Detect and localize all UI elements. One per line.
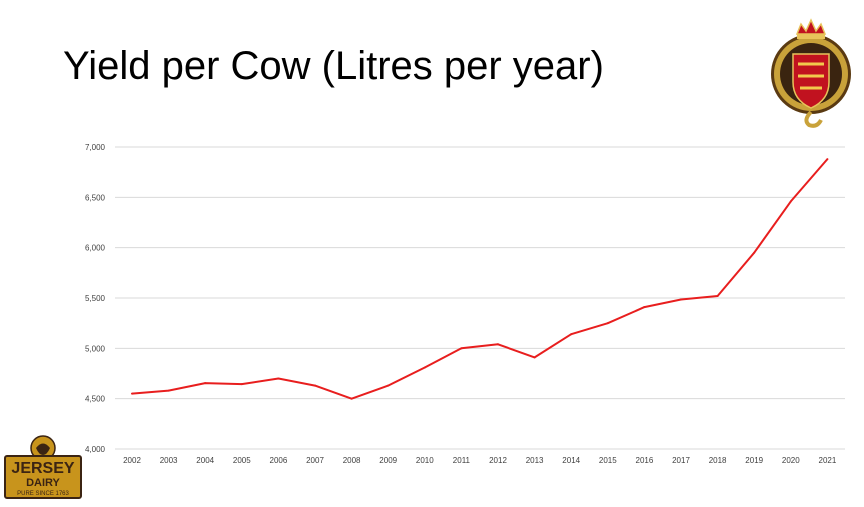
dairy-brand-text: JERSEY bbox=[11, 460, 74, 477]
x-tick-label: 2002 bbox=[123, 456, 141, 465]
y-tick-label: 6,000 bbox=[85, 244, 106, 253]
data-point bbox=[606, 322, 609, 325]
data-point bbox=[131, 392, 133, 395]
x-tick-label: 2017 bbox=[672, 456, 690, 465]
x-tick-label: 2014 bbox=[562, 456, 580, 465]
jersey-dairy-logo: JERSEY DAIRY PURE SINCE 1763 bbox=[3, 434, 83, 500]
data-point bbox=[204, 382, 207, 385]
x-tick-label: 2009 bbox=[379, 456, 397, 465]
y-tick-label: 6,500 bbox=[85, 193, 106, 202]
series-group bbox=[131, 158, 829, 400]
data-point bbox=[533, 356, 536, 359]
data-point bbox=[753, 251, 756, 254]
data-point bbox=[387, 384, 390, 387]
x-tick-label: 2005 bbox=[233, 456, 251, 465]
data-point bbox=[680, 298, 682, 301]
x-tick-label: 2013 bbox=[526, 456, 544, 465]
states-crest-logo bbox=[771, 18, 851, 128]
y-axis-tick-labels: 4,000 4,500 5,000 5,500 6,000 6,500 7,000 bbox=[85, 143, 106, 454]
data-point bbox=[423, 366, 426, 369]
x-tick-label: 2006 bbox=[270, 456, 288, 465]
x-axis-tick-labels: 2002 2003 2004 2005 2006 2007 2008 2009 2010 2011… bbox=[123, 456, 837, 465]
data-point bbox=[240, 383, 243, 386]
y-tick-label: 4,000 bbox=[85, 445, 106, 454]
data-point bbox=[643, 306, 646, 309]
x-tick-label: 2011 bbox=[453, 456, 471, 465]
data-point bbox=[570, 333, 573, 336]
y-tick-label: 5,500 bbox=[85, 294, 106, 303]
x-tick-label: 2015 bbox=[599, 456, 617, 465]
x-tick-label: 2020 bbox=[782, 456, 800, 465]
data-point bbox=[167, 389, 170, 392]
data-point bbox=[460, 347, 463, 350]
data-point bbox=[277, 377, 280, 380]
data-point bbox=[716, 294, 719, 297]
gridlines bbox=[115, 146, 845, 450]
x-tick-label: 2016 bbox=[636, 456, 654, 465]
data-point bbox=[314, 384, 316, 387]
data-point bbox=[826, 158, 829, 161]
y-tick-label: 4,500 bbox=[85, 395, 106, 404]
data-point bbox=[789, 200, 792, 203]
y-tick-label: 7,000 bbox=[85, 143, 106, 152]
x-tick-label: 2008 bbox=[343, 456, 361, 465]
dairy-word-text: DAIRY bbox=[26, 477, 60, 489]
slide-title: Yield per Cow (Litres per year) bbox=[63, 44, 604, 88]
data-point bbox=[350, 397, 353, 400]
y-tick-label: 5,000 bbox=[85, 344, 106, 353]
x-tick-label: 2018 bbox=[709, 456, 727, 465]
data-point bbox=[497, 343, 499, 346]
x-tick-label: 2004 bbox=[196, 456, 214, 465]
x-tick-label: 2021 bbox=[819, 456, 837, 465]
x-tick-label: 2012 bbox=[489, 456, 507, 465]
x-tick-label: 2010 bbox=[416, 456, 434, 465]
x-tick-label: 2019 bbox=[745, 456, 763, 465]
x-tick-label: 2003 bbox=[160, 456, 178, 465]
dairy-tagline-text: PURE SINCE 1763 bbox=[17, 491, 69, 497]
series-line bbox=[131, 158, 829, 400]
x-tick-label: 2007 bbox=[306, 456, 324, 465]
